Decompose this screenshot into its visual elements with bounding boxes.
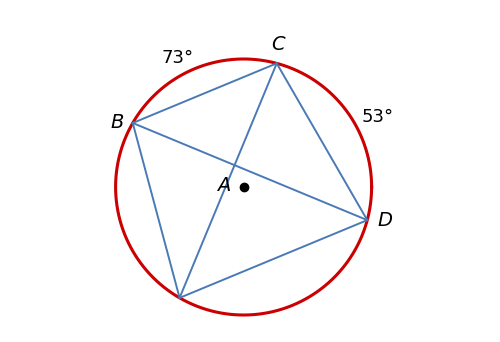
Text: D: D: [378, 211, 392, 229]
Text: 53°: 53°: [362, 108, 394, 126]
Text: C: C: [271, 35, 285, 54]
Text: A: A: [218, 176, 231, 195]
Text: 73°: 73°: [162, 50, 194, 67]
Text: B: B: [110, 114, 124, 132]
